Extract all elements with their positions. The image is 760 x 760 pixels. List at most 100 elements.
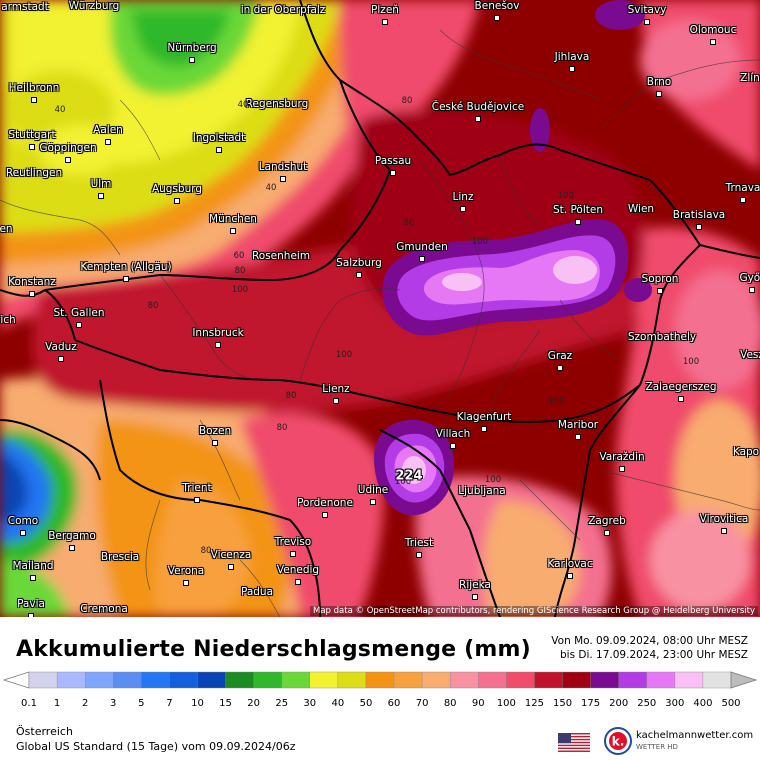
svg-text:k.: k. [612,735,625,749]
legend-tick-label: 250 [637,698,657,709]
city-label: Kempten (Allgäu) [80,261,172,273]
isoline-label: 100 [557,191,575,201]
city-label: Svitavy [627,4,667,16]
city-label: Rosenheim [251,250,311,262]
city-label: Konstanz [8,276,56,288]
legend-tick-label: 30 [303,698,317,709]
period-from: Von Mo. 09.09.2024, 08:00 Uhr MESZ [551,635,748,647]
legend-tick-label: 60 [387,698,401,709]
city-marker [657,288,663,294]
country-borders [0,0,760,617]
city-label: Zalaegerszeg [645,381,717,393]
city-label: Reutlingen [5,167,63,179]
city-marker [575,434,581,440]
legend-swatch [646,671,676,689]
city-label: Rijeka [459,579,491,591]
city-marker [29,144,35,150]
city-marker [604,530,610,536]
region-borders [0,29,760,617]
legend-tick-label: 15 [219,698,232,709]
legend-swatch [562,671,592,689]
map-attribution: Map data © OpenStreetMap contributors, r… [310,606,758,616]
city-marker [31,97,37,103]
city-label: en [0,223,13,235]
city-label: Innsbruck [192,327,244,339]
city-marker [123,276,129,282]
city-label: Würzburg [68,0,120,12]
legend-tick-label: 80 [443,698,457,709]
us-flag-icon[interactable] [558,733,590,752]
city-label: Regensburg [245,98,309,110]
city-marker [390,170,396,176]
city-marker [290,551,296,557]
city-marker [575,219,581,225]
city-label: Nürnberg [167,42,217,54]
city-label: Zagreb [588,515,626,527]
city-label: Pordenone [297,497,353,509]
city-marker [557,365,563,371]
city-label: Stuttgart [8,129,56,141]
city-marker [460,206,466,212]
city-label: Jihlava [554,51,590,63]
city-marker [28,613,34,617]
city-label: Bozen [198,425,232,437]
legend-swatch [337,671,367,689]
max-value-label: 224 [395,468,423,484]
precipitation-field [0,0,760,617]
legend-swatch [197,671,227,689]
legend-tick-label: 100 [496,698,516,709]
isoline-label: 40 [54,105,66,115]
isoline-label: 80 [401,96,413,106]
city-marker [678,396,684,402]
legend-tick-label: 500 [721,698,741,709]
city-marker [65,157,71,163]
city-marker [76,322,82,328]
legend-swatch [113,671,143,689]
city-label: Vaduz [45,341,77,353]
city-label: Aalen [93,124,123,136]
legend-swatch [56,671,86,689]
city-label: Maribor [557,419,599,431]
city-label: Wien [627,203,655,215]
city-marker [710,39,716,45]
legend-tick-label: 200 [609,698,629,709]
city-label: München [209,213,257,225]
legend-swatch [618,671,648,689]
isoline-label: 100 [484,475,502,485]
city-label: Varaždin [599,451,645,463]
city-marker [494,15,500,21]
legend-tick-label: 0.1 [21,698,37,709]
legend-min-arrow [2,671,30,689]
city-marker [212,440,218,446]
city-label: St. Pölten [553,204,603,216]
city-label: Como [7,515,39,527]
city-label: Trient [182,482,212,494]
city-marker [322,512,328,518]
city-marker [183,580,189,586]
city-marker [567,573,573,579]
city-label: Benešov [474,0,520,12]
city-marker [333,398,339,404]
legend-swatch [534,671,564,689]
city-marker [280,176,286,182]
city-label: Olomouc [689,24,737,36]
city-marker [216,147,222,153]
city-label: Kapo [732,446,760,458]
legend-tick-label: 150 [552,698,573,709]
logo-text: kachelmannwetter.com [636,730,754,741]
city-label: Udine [357,484,389,496]
legend-swatch [590,671,620,689]
city-label: Mailand [12,560,54,572]
legend-swatch [421,671,451,689]
legend-swatch [702,671,732,689]
city-label: Göppingen [39,142,97,154]
city-label: Verona [167,565,205,577]
kachelmannwetter-logo[interactable]: k. kachelmannwetter.com WETTER HD [603,725,753,757]
city-marker [416,552,422,558]
city-marker [174,198,180,204]
isoline-label: 80 [276,423,288,433]
city-marker [749,287,755,293]
logo-subtext: WETTER HD [636,743,678,751]
region-name: Österreich [16,725,73,738]
city-label: Landshut [258,161,308,173]
